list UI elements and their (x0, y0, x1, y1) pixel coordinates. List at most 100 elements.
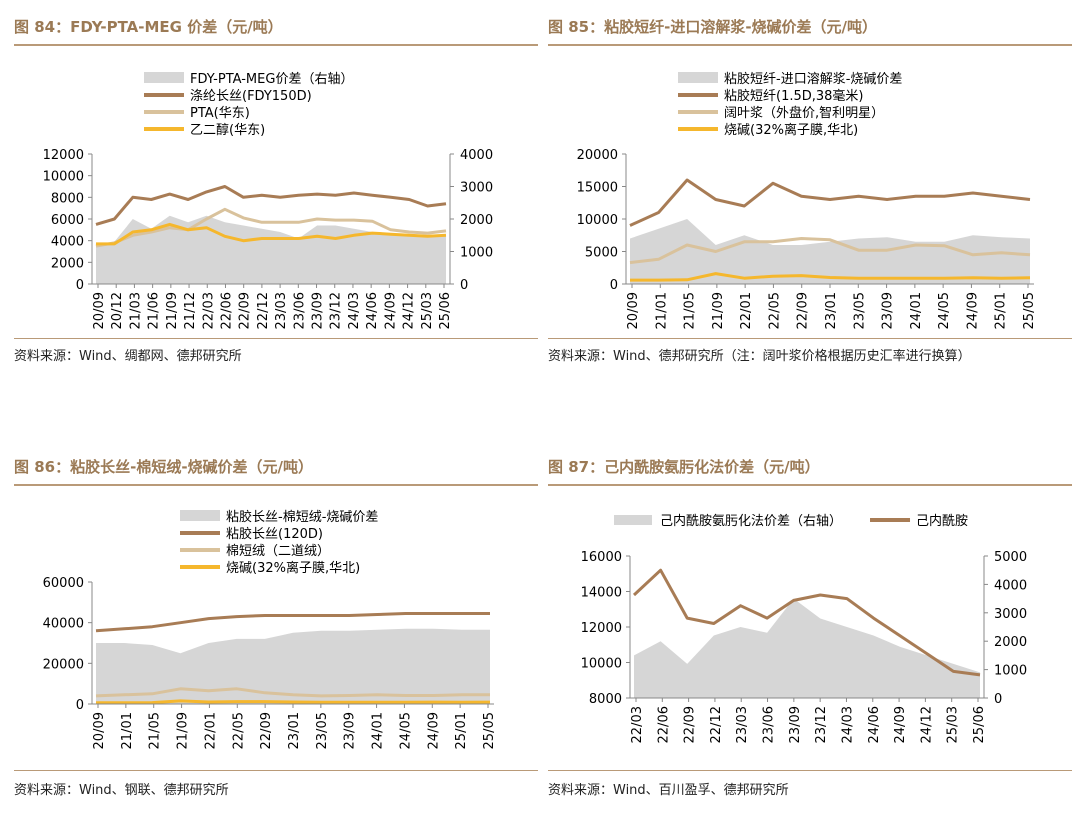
x-tick-label: 21/01 (654, 292, 669, 329)
x-tick-label: 25/05 (1022, 292, 1037, 329)
y-right-tick-label: 1000 (460, 246, 493, 261)
x-tick-label: 22/09 (238, 292, 253, 329)
y-right-tick-label: 1000 (994, 664, 1027, 679)
series-area (630, 219, 1030, 284)
x-tick-label: 21/09 (165, 292, 180, 329)
x-tick-label: 24/05 (937, 292, 952, 329)
x-tick-label: 21/09 (176, 712, 191, 749)
series-area (96, 215, 446, 284)
y-tick-label: 8000 (51, 191, 84, 206)
series-line (630, 272, 1031, 282)
x-tick-label: 21/12 (183, 292, 198, 329)
series-area (96, 628, 490, 704)
y-right-tick-label: 2000 (994, 635, 1027, 650)
chart-title: 图 84：FDY-PTA-MEG 价差（元/吨） (14, 18, 283, 36)
series-line (629, 178, 1031, 227)
chart-title: 图 86：粘胶长丝-棉短绒-烧碱价差（元/吨） (14, 458, 314, 476)
x-tick-label: 22/05 (767, 292, 782, 329)
x-tick-label: 24/05 (398, 712, 413, 749)
x-tick-label: 24/12 (919, 706, 934, 743)
series-line (95, 687, 490, 698)
y-tick-label: 40000 (43, 617, 84, 632)
y-right-tick-label: 0 (460, 278, 468, 293)
title-rule (548, 44, 1072, 46)
x-tick-label: 23/09 (788, 706, 803, 743)
source-rule (548, 770, 1072, 771)
legend-label: 粘胶长丝-棉短绒-烧碱价差 (226, 509, 378, 525)
x-tick-label: 24/09 (893, 706, 908, 743)
x-tick-label: 25/03 (420, 292, 435, 329)
y-tick-label: 16000 (581, 550, 622, 565)
chart-fig87: 己内酰胺氨肟化法价差（右轴） 己内酰胺1600014000120001000080… (581, 513, 1027, 743)
series-line (632, 568, 981, 677)
x-tick-label: 20/09 (92, 712, 107, 749)
legend-label: 粘胶短纤-进口溶解浆-烧碱价差 (724, 71, 902, 87)
series-line (96, 222, 447, 246)
x-tick-label: 22/06 (656, 706, 671, 743)
legend-label: 乙二醇(华东) (190, 122, 265, 138)
x-tick-label: 22/03 (201, 292, 216, 329)
series-line (96, 699, 491, 705)
legend-label: 棉短绒（二道绒） (226, 544, 330, 559)
x-tick-label: 23/12 (814, 706, 829, 743)
x-tick-label: 22/01 (203, 712, 218, 749)
x-tick-label: 25/01 (994, 292, 1009, 329)
legend-label: 阔叶浆（外盘价,智利明星） (724, 105, 884, 121)
y-right-tick-label: 3000 (994, 607, 1027, 622)
y-tick-label: 5000 (585, 246, 618, 261)
x-tick-label: 23/05 (315, 712, 330, 749)
x-tick-label: 21/06 (147, 292, 162, 329)
x-tick-label: 21/03 (128, 292, 143, 329)
y-right-tick-label: 2000 (460, 213, 493, 228)
x-tick-label: 24/09 (965, 292, 980, 329)
x-tick-label: 23/01 (287, 712, 302, 749)
x-tick-label: 21/01 (120, 712, 135, 749)
chart-fig84: FDY-PTA-MEG价差（右轴） 涤纶长丝(FDY150D) PTA(华东)乙二醇… (43, 72, 493, 329)
x-tick-label: 21/05 (148, 712, 163, 749)
series-line (95, 185, 447, 226)
y-tick-label: 0 (610, 278, 618, 293)
source-rule (14, 770, 538, 771)
y-tick-label: 4000 (51, 235, 84, 250)
x-tick-label: 23/06 (292, 292, 307, 329)
x-tick-label: 23/03 (735, 706, 750, 743)
x-tick-label: 24/01 (371, 712, 386, 749)
y-tick-label: 60000 (43, 576, 84, 591)
source-rule (548, 338, 1072, 339)
legend-label: 己内酰胺 (916, 513, 968, 529)
y-tick-label: 10000 (581, 657, 622, 672)
legend-swatch (180, 510, 220, 521)
legend-label: 粘胶长丝(120D) (226, 526, 323, 542)
y-tick-label: 8000 (589, 692, 622, 707)
y-tick-label: 15000 (577, 181, 618, 196)
panel-fig86: 图 86：粘胶长丝-棉短绒-烧碱价差（元/吨） 粘胶长丝-棉短绒-烧碱价差 粘胶长… (14, 456, 538, 806)
source-text: 资料来源：Wind、绸都网、德邦研究所 (14, 349, 242, 364)
chart-fig85: 粘胶短纤-进口溶解浆-烧碱价差粘胶短纤(1.5D,38毫米)阔叶浆（外盘价,智利… (577, 71, 1037, 329)
x-tick-label: 24/03 (347, 292, 362, 329)
x-tick-label: 22/06 (219, 292, 234, 329)
x-tick-label: 20/09 (626, 292, 641, 329)
legend-label: 烧碱(32%离子膜,华北) (226, 560, 360, 576)
x-tick-label: 25/06 (438, 292, 453, 329)
y-right-tick-label: 5000 (994, 550, 1027, 565)
chart-title: 图 85：粘胶短纤-进口溶解浆-烧碱价差（元/吨） (548, 18, 878, 36)
x-tick-label: 24/09 (426, 712, 441, 749)
x-tick-label: 23/03 (274, 292, 289, 329)
x-tick-label: 25/06 (972, 706, 987, 743)
legend-swatch (144, 72, 184, 83)
y-tick-label: 20000 (577, 148, 618, 163)
x-tick-label: 25/05 (482, 712, 497, 749)
source-text: 资料来源：Wind、德邦研究所（注：阔叶浆价格根据历史汇率进行换算） (548, 349, 971, 364)
x-tick-label: 25/03 (946, 706, 961, 743)
y-right-tick-label: 0 (994, 692, 1002, 707)
legend-swatch (614, 515, 652, 525)
x-tick-label: 21/09 (711, 292, 726, 329)
x-tick-label: 20/12 (110, 292, 125, 329)
x-tick-label: 24/06 (867, 706, 882, 743)
x-tick-label: 22/12 (709, 706, 724, 743)
legend-label: PTA(华东) (190, 106, 250, 121)
y-tick-label: 0 (76, 698, 84, 713)
x-tick-label: 23/12 (329, 292, 344, 329)
legend-label: 涤纶长丝(FDY150D) (190, 89, 312, 104)
